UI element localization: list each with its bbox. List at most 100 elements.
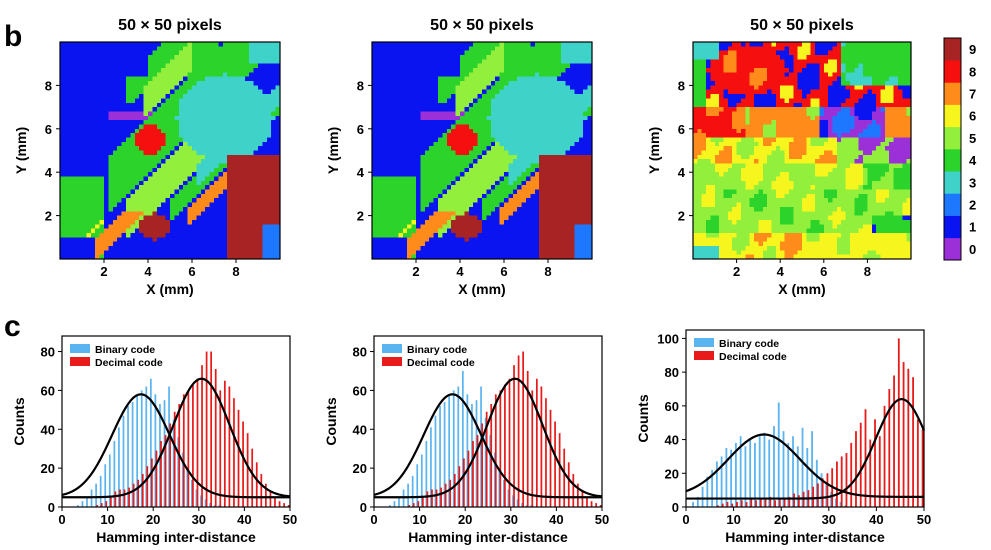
map-x-tick-label: 8	[232, 264, 239, 279]
decimal-bar	[219, 390, 222, 507]
binary-bar	[213, 505, 216, 507]
map-x-tick-label: 8	[864, 264, 871, 279]
binary-bar	[701, 486, 704, 507]
binary-bar	[136, 396, 139, 507]
decimal-bar	[549, 409, 552, 507]
map-x-tick-label: 6	[500, 264, 507, 279]
binary-bar	[452, 390, 455, 507]
binary-bar	[489, 435, 492, 507]
binary-bar	[149, 378, 152, 507]
map-cells	[372, 42, 593, 260]
decimal-bar	[721, 503, 724, 507]
decimal-bar	[426, 491, 429, 507]
map-panel-1: 50 × 50 pixels 2 4 6 8 2 4 6 8 X (mm) Y (mm)	[13, 17, 281, 297]
decimal-bar	[453, 473, 456, 507]
decimal-bar	[105, 501, 108, 507]
decimal-bar	[883, 405, 886, 507]
decimal-bar	[845, 453, 848, 507]
decimal-bar	[242, 421, 244, 507]
plot-frame	[685, 329, 925, 508]
decimal-bar	[494, 394, 497, 507]
colorbar-tick-label: 5	[969, 131, 976, 146]
map-x-tick-label: 4	[456, 264, 464, 279]
y-tick-label: 20	[41, 461, 55, 476]
decimal-bar	[440, 487, 442, 507]
map-x-tick-label: 2	[100, 264, 107, 279]
binary-bar	[734, 442, 737, 507]
binary-bar	[830, 491, 832, 507]
x-tick-label: 50	[917, 512, 931, 527]
bars	[77, 351, 290, 508]
map-x-tick-label: 2	[412, 264, 419, 279]
decimal-bar	[793, 493, 795, 507]
decimal-bar	[850, 442, 853, 507]
y-tick-label: 60	[353, 383, 367, 398]
binary-bar	[806, 448, 809, 507]
decimal-bar	[840, 456, 843, 507]
gaussian-fit-decimal	[686, 398, 926, 500]
x-tick-label: 10	[100, 512, 114, 527]
decimal-bar	[233, 398, 235, 507]
map-frame	[371, 41, 593, 260]
map-y-tick-label: 4	[357, 165, 365, 180]
decimal-bar	[774, 500, 776, 507]
binary-bar	[393, 501, 396, 507]
map-title: 50 × 50 pixels	[750, 17, 854, 34]
decimal-bar	[595, 503, 597, 507]
y-axis-label: Counts	[11, 397, 27, 445]
decimal-bar	[855, 431, 857, 507]
decimal-bar	[164, 435, 167, 507]
binary-bar	[787, 442, 790, 507]
decimal-bar	[96, 505, 99, 507]
gaussian-fit-decimal	[62, 377, 291, 499]
decimal-bar	[599, 505, 602, 507]
y-tick-label: 100	[657, 331, 679, 346]
binary-bar	[99, 475, 102, 507]
x-tick-label: 40	[237, 512, 251, 527]
bars	[389, 351, 602, 508]
map-y-tick-label: 6	[45, 122, 52, 137]
colorbar-segment-6	[944, 104, 961, 128]
decimal-bar	[141, 473, 144, 507]
decimal-bar	[740, 500, 743, 507]
map-x-axis-label: X (mm)	[146, 281, 193, 297]
panel-label-c: c	[4, 310, 21, 343]
y-tick-label: 40	[353, 422, 367, 437]
x-tick-label: 30	[504, 512, 518, 527]
decimal-bar	[535, 378, 538, 507]
binary-bar	[420, 454, 423, 507]
decimal-bar	[907, 368, 910, 507]
decimal-bar	[826, 473, 829, 507]
map-y-tick-label: 8	[45, 78, 52, 93]
gaussian-fit-binary	[685, 433, 924, 498]
decimal-bar	[545, 398, 547, 507]
decimal-bar	[223, 380, 226, 507]
decimal-bar	[821, 478, 824, 507]
y-tick-label: 60	[665, 399, 679, 414]
decimal-bar	[119, 489, 121, 507]
decimal-bar	[586, 497, 588, 507]
binary-bar	[530, 505, 533, 507]
colorbar-segment-9	[944, 38, 961, 61]
binary-bar	[844, 505, 847, 507]
map-y-tick-label: 6	[357, 122, 364, 137]
decimal-bar	[736, 501, 738, 507]
legend-swatch-decimal	[694, 351, 714, 360]
decimal-bar	[590, 501, 593, 507]
binary-bar	[181, 452, 184, 507]
decimal-bar	[205, 351, 208, 507]
decimal-bar	[517, 355, 520, 507]
binary-bar	[411, 475, 414, 507]
x-tick-label: 20	[774, 512, 788, 527]
histogram-panels: 0 10 20 30 40 50 0 20 40 60 80 Hamming inter-distan…	[11, 329, 931, 545]
x-tick-label: 0	[370, 512, 377, 527]
x-tick-label: 40	[549, 512, 563, 527]
decimal-bar	[255, 462, 258, 507]
decimal-bar	[173, 411, 176, 507]
x-tick-label: 0	[682, 512, 689, 527]
binary-bar	[186, 468, 189, 507]
colorbar-tick-label: 7	[969, 87, 976, 102]
binary-bar	[696, 496, 699, 507]
binary-bar	[77, 505, 79, 507]
